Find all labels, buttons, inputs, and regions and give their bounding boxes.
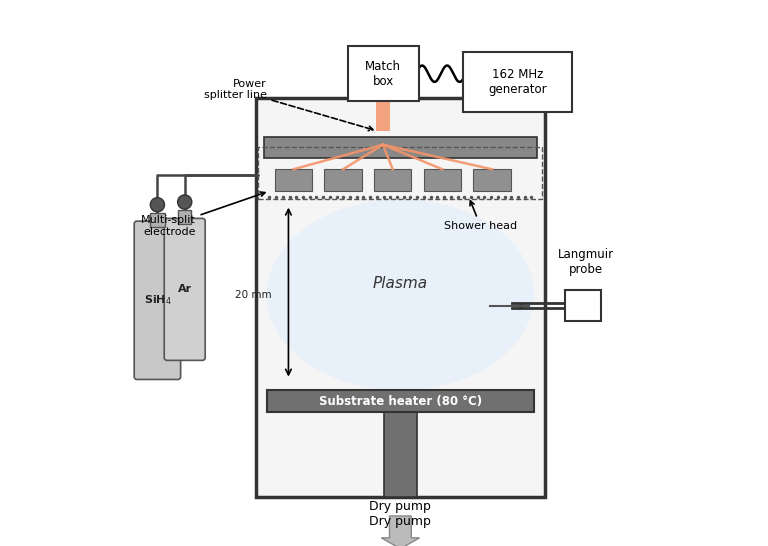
Bar: [376, 87, 389, 131]
Text: Ar: Ar: [177, 284, 192, 294]
Bar: [384, 412, 417, 497]
Bar: [424, 169, 461, 191]
Circle shape: [177, 195, 192, 209]
FancyBboxPatch shape: [565, 290, 601, 321]
Text: 20 mm: 20 mm: [236, 290, 272, 300]
Text: Shower head: Shower head: [444, 201, 517, 232]
FancyArrow shape: [381, 516, 419, 546]
Circle shape: [151, 198, 164, 212]
Text: Substrate heater (80 °C): Substrate heater (80 °C): [319, 395, 482, 408]
Text: 162 MHz
generator: 162 MHz generator: [488, 68, 547, 96]
Text: Dry pump: Dry pump: [369, 500, 432, 513]
Text: Multi-split
electrode: Multi-split electrode: [141, 192, 265, 237]
Text: Plasma: Plasma: [372, 276, 428, 292]
FancyBboxPatch shape: [463, 52, 572, 112]
FancyBboxPatch shape: [178, 210, 191, 224]
FancyBboxPatch shape: [164, 218, 205, 360]
Text: Match
box: Match box: [365, 60, 401, 88]
Bar: [324, 169, 362, 191]
Bar: [275, 169, 312, 191]
FancyBboxPatch shape: [134, 221, 180, 379]
Text: Langmuir
probe: Langmuir probe: [558, 248, 614, 276]
Bar: [264, 136, 537, 158]
Text: Dry pump: Dry pump: [369, 515, 432, 528]
Ellipse shape: [266, 199, 535, 390]
Bar: [374, 169, 412, 191]
Text: Power
splitter line: Power splitter line: [204, 79, 373, 130]
Text: SiH$_4$: SiH$_4$: [144, 293, 171, 307]
Bar: [473, 169, 511, 191]
FancyBboxPatch shape: [256, 98, 545, 497]
FancyBboxPatch shape: [151, 213, 164, 227]
FancyBboxPatch shape: [348, 46, 419, 101]
Bar: [266, 390, 535, 412]
